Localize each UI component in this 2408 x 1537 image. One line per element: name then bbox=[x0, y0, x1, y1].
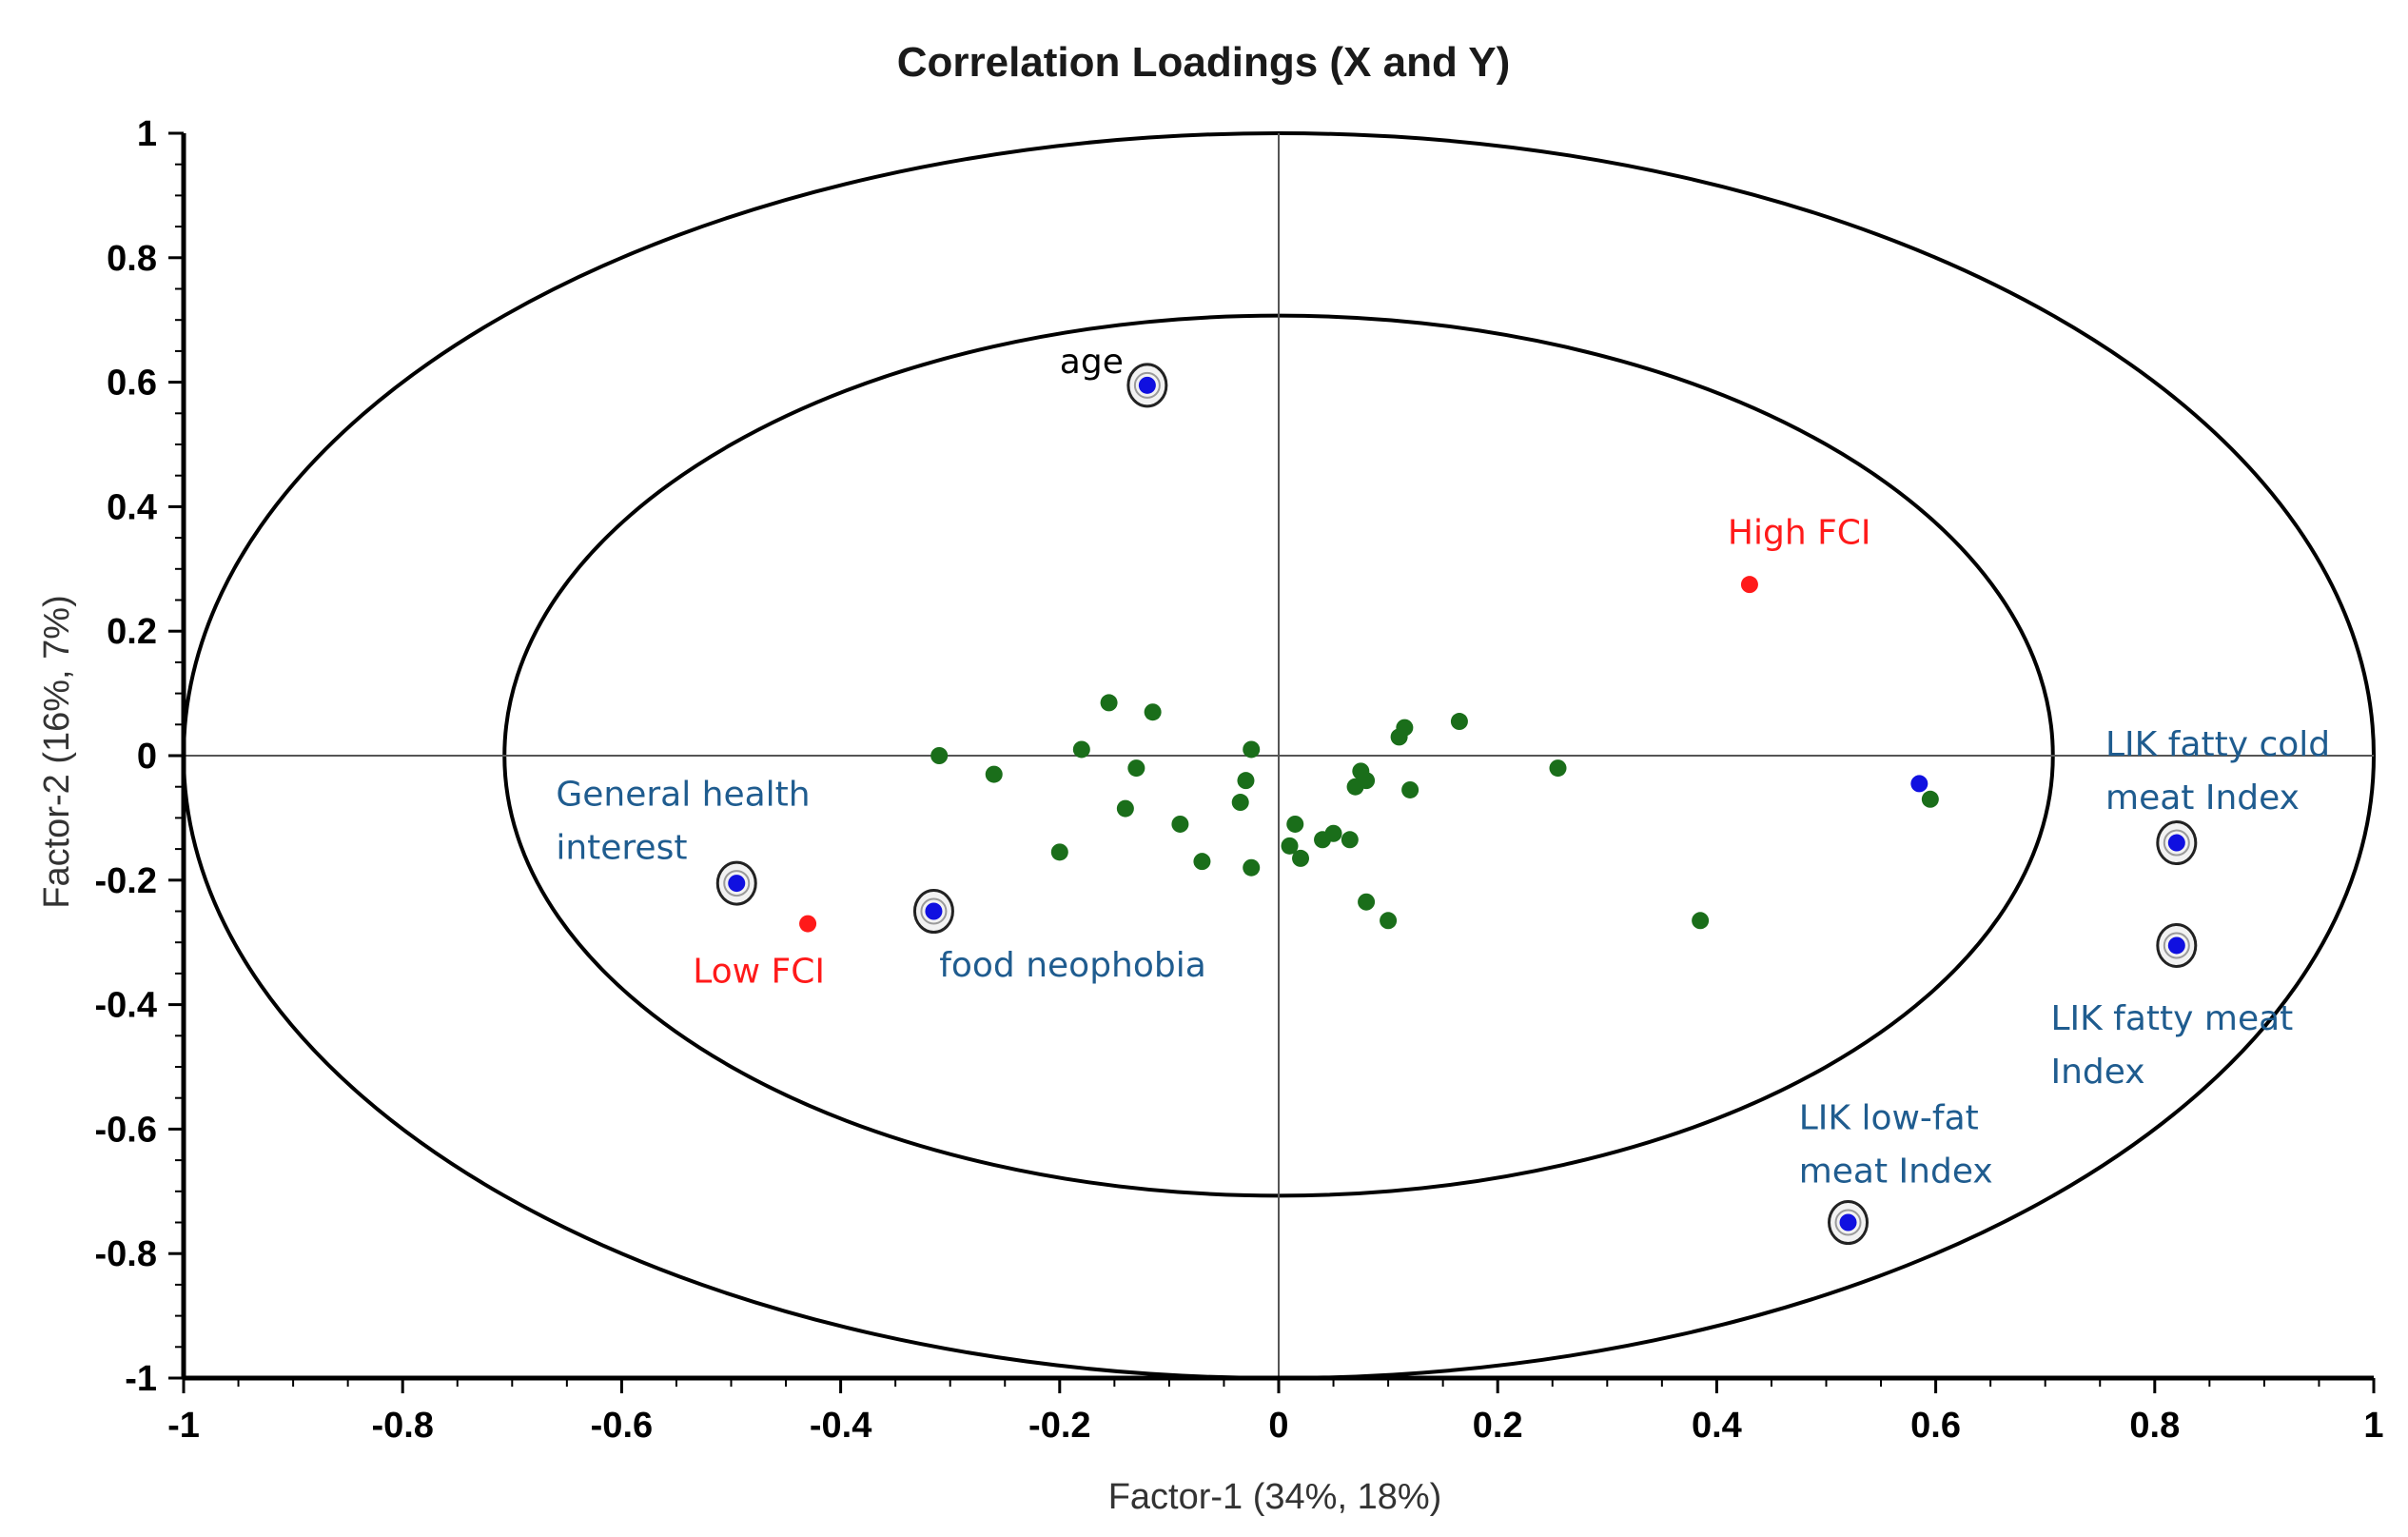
x-variable-point bbox=[1396, 719, 1414, 737]
x-variable-point bbox=[1243, 858, 1261, 877]
x-variable-point bbox=[1380, 912, 1398, 930]
y-tick-label: 0.2 bbox=[107, 612, 157, 652]
x-variable-point bbox=[1144, 703, 1162, 721]
y-tick-label: -1 bbox=[125, 1359, 157, 1399]
x-variable-point bbox=[1921, 790, 1939, 808]
y-tick-label: 0 bbox=[137, 737, 157, 777]
x-variable-point bbox=[1100, 694, 1118, 712]
highlight-ring-inner bbox=[1834, 1209, 1862, 1236]
x-tick-label: 0.4 bbox=[1692, 1406, 1742, 1446]
point-annotation: General health bbox=[556, 775, 810, 814]
point-annotation: meat Index bbox=[2105, 778, 2300, 818]
x-variable-point bbox=[1401, 780, 1419, 798]
y-variable-point bbox=[1839, 1213, 1857, 1232]
y-tick-label: 0.4 bbox=[107, 487, 157, 527]
x-variable-point bbox=[1341, 831, 1359, 849]
x-axis-title: Factor-1 (34%, 18%) bbox=[1108, 1477, 1442, 1517]
x-tick-label: 0.6 bbox=[1910, 1406, 1961, 1446]
x-variable-point bbox=[1450, 713, 1468, 731]
x-tick-label: -0.2 bbox=[1028, 1406, 1090, 1446]
point-annotation: High FCI bbox=[1728, 514, 1871, 553]
x-tick-label: -0.6 bbox=[591, 1406, 653, 1446]
x-variable-point bbox=[1050, 843, 1068, 861]
y-variable-point bbox=[2167, 936, 2185, 955]
highlight-ring-inner bbox=[2163, 932, 2190, 959]
fci-point bbox=[1740, 576, 1758, 594]
x-variable-point bbox=[1286, 815, 1304, 833]
x-variable-point bbox=[1193, 853, 1211, 871]
highlight-ring-inner bbox=[920, 897, 948, 925]
y-tick-label: -0.6 bbox=[95, 1110, 157, 1150]
fci-point bbox=[799, 915, 817, 933]
highlight-ring-inner bbox=[723, 870, 751, 897]
x-variable-point bbox=[1692, 912, 1710, 930]
point-annotation: interest bbox=[556, 828, 687, 867]
highlight-ring-inner bbox=[1133, 371, 1161, 399]
y-variable-point bbox=[1138, 376, 1156, 394]
x-tick-label: 0 bbox=[1268, 1406, 1288, 1446]
point-annotation: Index bbox=[2050, 1053, 2144, 1092]
x-variable-point bbox=[1116, 799, 1134, 818]
y-tick-label: -0.2 bbox=[95, 861, 157, 901]
y-variable-point bbox=[1910, 775, 1928, 793]
x-variable-point bbox=[1171, 815, 1189, 833]
y-variable-point bbox=[2167, 834, 2185, 852]
x-tick-label: 1 bbox=[2363, 1406, 2383, 1446]
x-variable-point bbox=[1072, 740, 1090, 759]
x-variable-point bbox=[1237, 772, 1255, 790]
y-tick-label: -0.8 bbox=[95, 1234, 157, 1274]
point-annotation: age bbox=[1060, 343, 1124, 382]
point-annotation: LIK fatty cold bbox=[2105, 725, 2330, 764]
x-tick-label: 0.2 bbox=[1473, 1406, 1523, 1446]
x-variable-point bbox=[1292, 849, 1310, 867]
x-variable-point bbox=[1358, 893, 1376, 911]
y-tick-label: -0.4 bbox=[95, 986, 157, 1026]
highlight-ring-inner bbox=[2163, 829, 2190, 857]
x-variable-point bbox=[1358, 772, 1376, 790]
x-variable-point bbox=[1243, 740, 1261, 759]
chart-title: Correlation Loadings (X and Y) bbox=[897, 39, 1511, 86]
x-tick-label: -0.4 bbox=[810, 1406, 871, 1446]
x-variable-point bbox=[985, 765, 1003, 783]
x-variable-point bbox=[1281, 837, 1299, 855]
x-variable-point bbox=[1127, 759, 1145, 778]
y-tick-label: 0.8 bbox=[107, 239, 157, 279]
point-annotation: LIK fatty meat bbox=[2050, 999, 2293, 1038]
y-tick-label: 1 bbox=[137, 114, 157, 154]
point-annotation: food neophobia bbox=[939, 946, 1206, 985]
point-annotation: LIK low-fat bbox=[1799, 1098, 1979, 1137]
x-variable-point bbox=[1549, 759, 1567, 778]
y-variable-point bbox=[728, 875, 746, 893]
y-axis-title: Factor-2 (16%, 7%) bbox=[37, 595, 77, 908]
x-variable-point bbox=[1231, 794, 1249, 812]
y-variable-point bbox=[925, 902, 943, 920]
y-tick-label: 0.6 bbox=[107, 364, 157, 404]
x-tick-label: -0.8 bbox=[371, 1406, 433, 1446]
x-variable-point bbox=[1324, 824, 1342, 842]
plot-area: -1 -0.8 -0.6 -0.4 -0.2 0 0.2 0.4 0.6 0.8 1 1 0.8 0.6 0… bbox=[95, 114, 2384, 1446]
point-annotation: meat Index bbox=[1799, 1152, 1993, 1191]
x-variable-point bbox=[930, 747, 949, 764]
point-annotation: Low FCI bbox=[693, 953, 825, 992]
x-tick-label: -1 bbox=[167, 1406, 200, 1446]
x-tick-label: 0.8 bbox=[2129, 1406, 2180, 1446]
